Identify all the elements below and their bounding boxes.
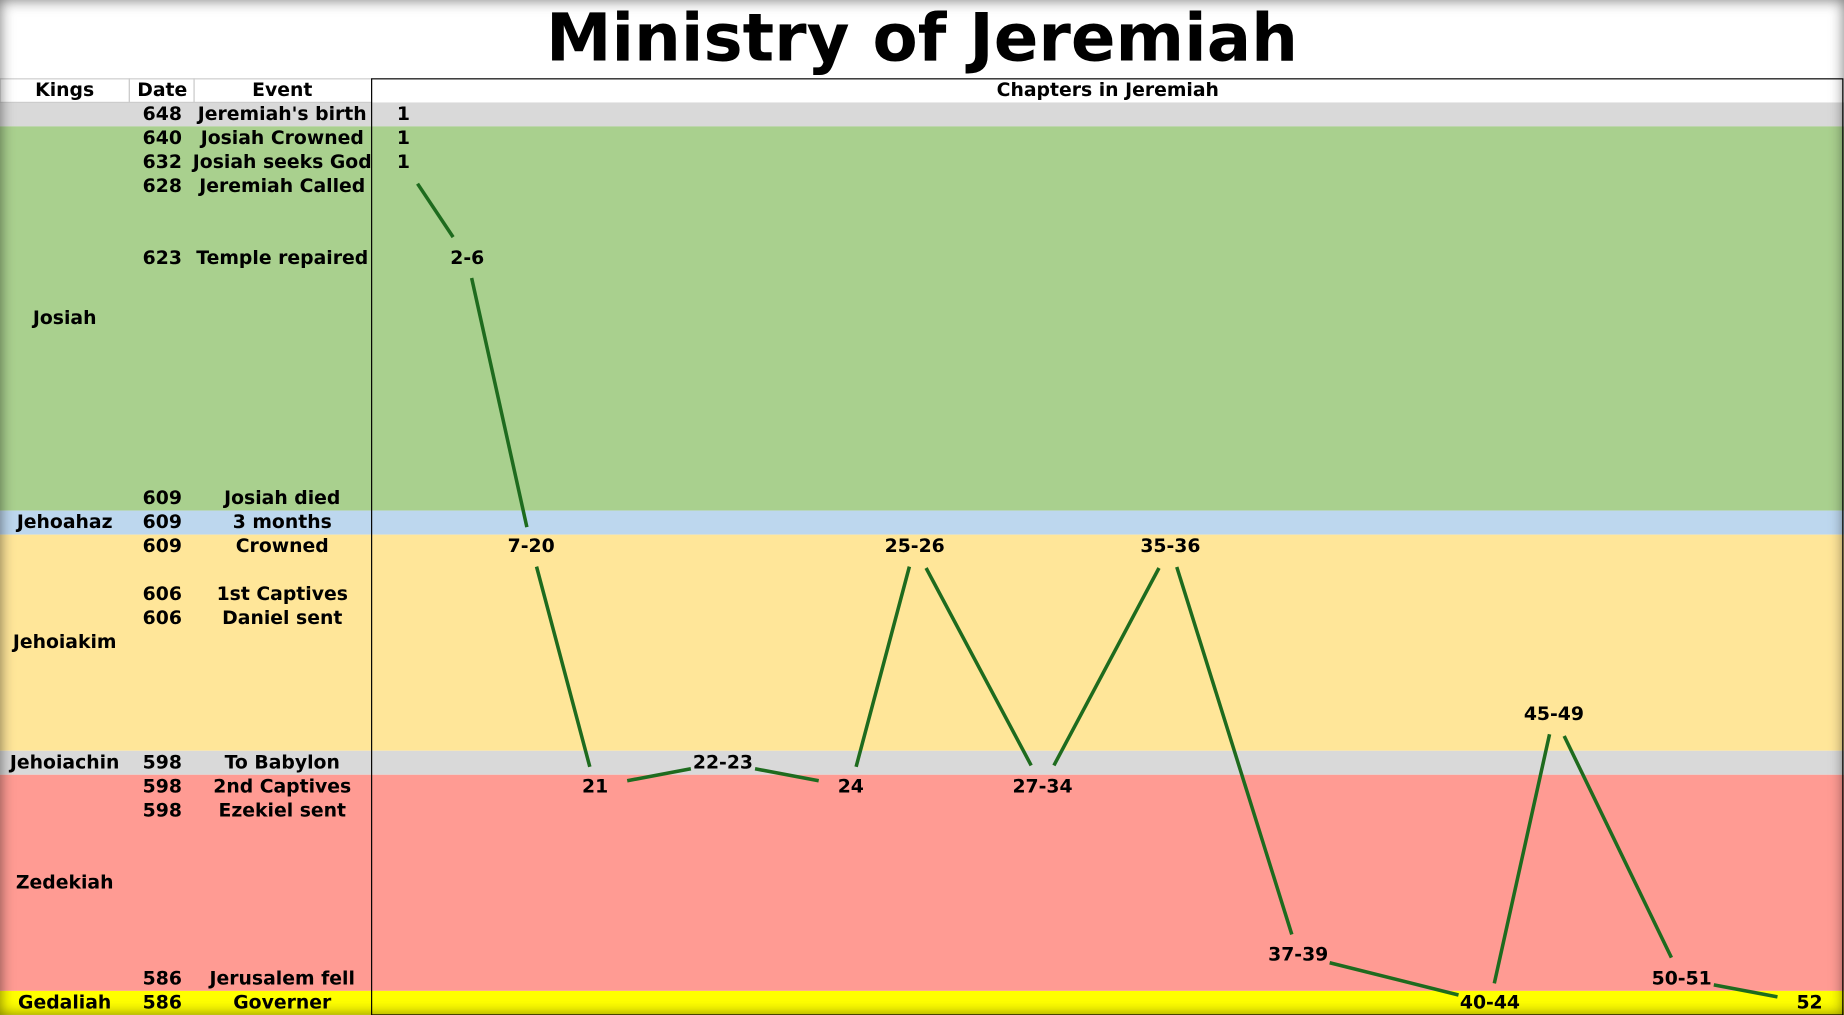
event: Josiah seeks God xyxy=(191,152,372,173)
connector xyxy=(854,566,912,768)
connector xyxy=(1052,567,1161,767)
connector xyxy=(534,566,592,768)
column-header: Kings xyxy=(35,80,94,101)
connector xyxy=(924,567,1033,767)
date: 586 xyxy=(143,992,182,1013)
column-header: Event xyxy=(252,80,312,101)
date: 609 xyxy=(143,512,182,533)
title: Ministry of Jeremiah xyxy=(546,0,1298,76)
event: Jeremiah's birth xyxy=(196,104,367,125)
row-band xyxy=(0,510,1844,535)
date: 586 xyxy=(143,968,182,989)
column-header: Chapters in Jeremiah xyxy=(997,80,1219,101)
event: 1st Captives xyxy=(217,584,348,605)
chapter-label: 21 xyxy=(582,776,608,797)
date: 606 xyxy=(143,608,182,629)
king-name: Gedaliah xyxy=(18,992,111,1013)
connector xyxy=(1562,735,1674,959)
king-name: Josiah xyxy=(31,308,97,329)
chapter-label: 1 xyxy=(397,152,410,173)
row-band xyxy=(0,774,1844,991)
chapter-label: 1 xyxy=(397,104,410,125)
date: 623 xyxy=(143,248,182,269)
chapter-label: 22-23 xyxy=(693,752,753,773)
chapter-label: 25-26 xyxy=(885,536,945,557)
king-name: Jehoahaz xyxy=(15,512,113,533)
date: 640 xyxy=(143,128,182,149)
connector xyxy=(1492,733,1552,984)
chapter-label: 7-20 xyxy=(508,536,555,557)
event: Daniel sent xyxy=(222,608,342,629)
header-row xyxy=(0,78,1844,103)
connector xyxy=(416,182,455,239)
connector xyxy=(1713,983,1778,999)
chapter-label: 27-34 xyxy=(1012,776,1072,797)
event: Jerusalem fell xyxy=(208,968,355,989)
event: Crowned xyxy=(236,536,329,557)
chapter-label: 52 xyxy=(1796,992,1822,1013)
row-band xyxy=(0,126,1844,511)
chapter-label: 1 xyxy=(397,128,410,149)
connector xyxy=(626,767,692,783)
event: Ezekiel sent xyxy=(218,800,346,821)
king-name: Zedekiah xyxy=(16,872,114,893)
event: 3 months xyxy=(233,512,332,533)
chapter-label: 45-49 xyxy=(1524,704,1584,725)
row-band xyxy=(0,534,1844,751)
chapter-label: 40-44 xyxy=(1460,992,1520,1013)
event: Governer xyxy=(233,992,332,1013)
row-band xyxy=(0,102,1844,127)
column-header: Date xyxy=(137,80,187,101)
chapter-label: 2-6 xyxy=(450,248,484,269)
date: 606 xyxy=(143,584,182,605)
event: Josiah died xyxy=(222,488,340,509)
chapter-label: 50-51 xyxy=(1652,968,1712,989)
connector xyxy=(754,767,820,783)
date: 632 xyxy=(143,152,182,173)
connector xyxy=(1175,566,1294,935)
date: 609 xyxy=(143,488,182,509)
date: 609 xyxy=(143,536,182,557)
row-band xyxy=(0,750,1844,775)
event: 2nd Captives xyxy=(213,776,351,797)
event: Jeremiah Called xyxy=(197,176,365,197)
chapter-label: 35-36 xyxy=(1140,536,1200,557)
date: 648 xyxy=(143,104,182,125)
date: 598 xyxy=(143,776,182,797)
chapter-label: 24 xyxy=(838,776,864,797)
date: 598 xyxy=(143,752,182,773)
king-name: Jehoiachin xyxy=(8,752,120,773)
connector xyxy=(1329,961,1459,997)
connector xyxy=(469,277,529,528)
king-name: Jehoiakim xyxy=(11,632,117,653)
date: 628 xyxy=(143,176,182,197)
event: Josiah Crowned xyxy=(199,128,364,149)
chapter-label: 37-39 xyxy=(1268,944,1328,965)
event: To Babylon xyxy=(225,752,340,773)
event: Temple repaired xyxy=(196,248,368,269)
date: 598 xyxy=(143,800,182,821)
row-band xyxy=(0,990,1844,1015)
